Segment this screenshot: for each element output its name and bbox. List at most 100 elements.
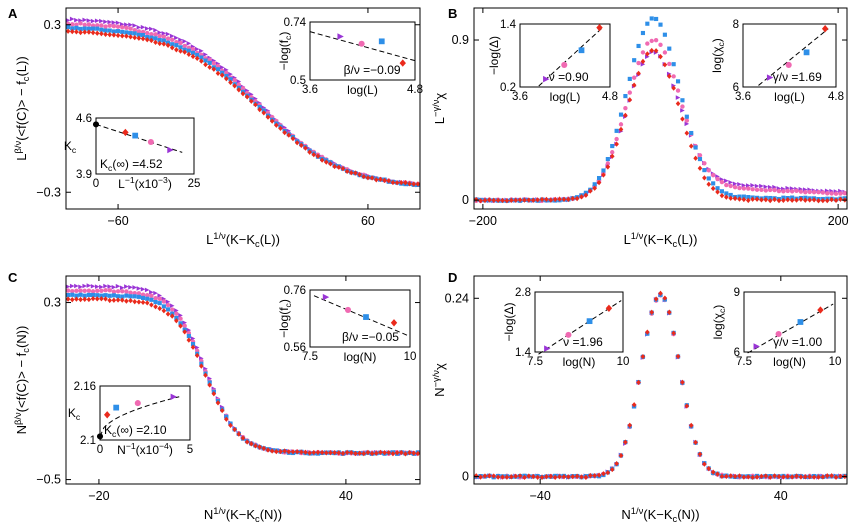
data-point-pink (785, 188, 790, 194)
data-point-pink (658, 42, 663, 48)
data-point-pink (653, 38, 659, 43)
inset-y-tick-label: 0.5 (290, 75, 306, 87)
data-point-red (244, 94, 250, 100)
inset-point-pink (344, 306, 352, 313)
x-tick-label: 200 (828, 214, 849, 228)
data-point-blue (86, 26, 91, 31)
inset-y-label: −log(Δ) (502, 302, 516, 341)
data-point-red (161, 308, 167, 314)
data-point-red (706, 465, 712, 472)
data-point-purple (763, 184, 769, 190)
data-point-red (592, 472, 597, 479)
data-point-purple (640, 61, 646, 67)
data-point-purple (94, 18, 100, 24)
data-point-pink (149, 293, 154, 298)
data-point-red (219, 72, 225, 78)
data-point-blue (124, 293, 129, 298)
data-point-red (724, 194, 729, 200)
data-point-red (566, 196, 571, 203)
data-point-blue (82, 26, 87, 31)
inset-annotation: ν =0.90 (549, 70, 589, 84)
data-point-pink (768, 187, 773, 193)
inset-x-label: log(L) (774, 90, 805, 104)
data-point-blue (224, 73, 229, 79)
data-point-red (315, 153, 321, 159)
inset-y-label: log(χc) (711, 305, 727, 340)
data-point-red (702, 175, 707, 181)
data-point-red (232, 426, 237, 433)
data-point-blue (95, 293, 100, 298)
data-point-red (767, 474, 773, 480)
data-point-red (478, 198, 483, 204)
data-point-red (403, 451, 408, 457)
data-point-purple (78, 284, 83, 290)
data-point-purple (115, 20, 121, 26)
data-point-purple (132, 285, 138, 290)
data-point-purple (157, 293, 163, 298)
x-tick-label: −60 (107, 214, 128, 228)
data-point-red (820, 474, 826, 480)
data-point-red (103, 296, 108, 302)
data-point-pink (803, 190, 808, 195)
data-point-red (706, 181, 712, 187)
data-point-red (605, 469, 611, 476)
data-point-red (583, 192, 589, 198)
data-point-red (732, 473, 738, 480)
data-point-red (253, 443, 258, 449)
data-point-blue (186, 333, 191, 339)
inset-point-pink (785, 61, 792, 68)
series-group (65, 283, 421, 457)
data-point-blue (689, 130, 694, 136)
data-point-pink (741, 186, 747, 191)
data-point-red (500, 197, 505, 204)
data-point-red (618, 452, 624, 459)
data-point-red (838, 196, 843, 202)
data-point-red (111, 297, 117, 303)
data-point-red (504, 474, 510, 480)
data-point-red (789, 197, 795, 203)
data-point-red (365, 175, 371, 181)
data-point-blue (693, 145, 698, 150)
data-point-red (269, 118, 275, 124)
data-point-red (482, 197, 488, 204)
data-point-red (587, 472, 593, 479)
data-point-red (323, 159, 329, 165)
data-point-red (398, 179, 404, 186)
data-point-pink (157, 34, 162, 39)
data-point-blue (132, 294, 137, 299)
data-point-pink (623, 106, 628, 111)
panel-D: D −40 40 0 0.24 N1/ν(K−Kc(N)) N−γ/νχ 7.5 10 2.8 1.… (431, 270, 848, 524)
data-point-blue (174, 43, 179, 48)
data-point-blue (746, 195, 751, 200)
data-point-red (90, 30, 96, 36)
data-point-purple (144, 26, 150, 31)
data-point-red (82, 29, 88, 35)
data-point-red (136, 35, 142, 41)
data-point-red (407, 181, 412, 187)
data-point-red (290, 135, 296, 142)
inset-x-label: log(N) (773, 355, 806, 369)
data-point-red (169, 313, 175, 319)
data-point-red (115, 297, 121, 303)
data-point-red (548, 473, 554, 480)
data-point-pink (95, 23, 100, 28)
inset-y-tick-label: 0.76 (284, 285, 306, 297)
data-point-red (574, 195, 580, 202)
data-point-red (495, 474, 501, 480)
data-point-purple (169, 33, 175, 39)
x-tick-label: −20 (88, 489, 109, 503)
data-point-red (249, 441, 254, 447)
data-point-purple (750, 183, 755, 188)
data-point-blue (70, 292, 75, 297)
data-point-red (478, 474, 483, 480)
data-point-pink (715, 176, 720, 182)
data-point-pink (128, 290, 133, 295)
data-point-red (601, 471, 606, 477)
inset-x-tick-label: 3.6 (302, 84, 318, 96)
data-point-red (829, 196, 834, 203)
data-point-red (614, 141, 619, 147)
inset-y-tick-label: 1.4 (515, 347, 532, 359)
data-point-blue (132, 31, 137, 36)
data-point-purple (149, 289, 154, 295)
data-point-blue (170, 42, 175, 47)
